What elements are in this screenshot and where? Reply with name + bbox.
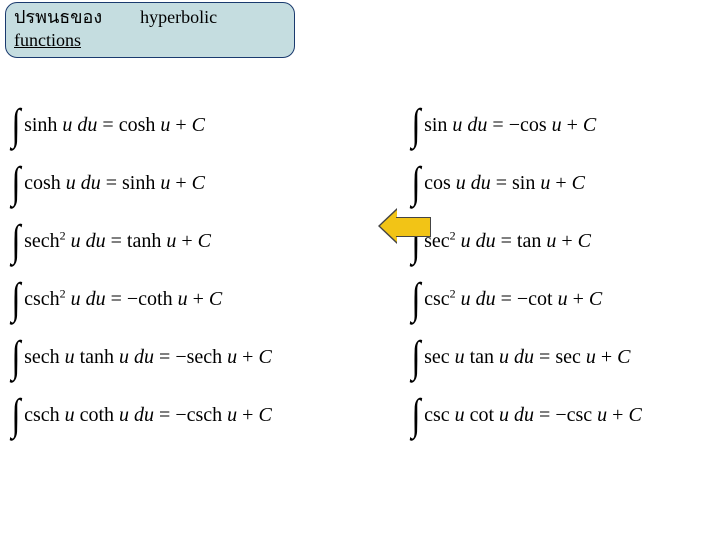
- right-formula: ∫ sec u tan u du = sec u + C: [410, 335, 710, 379]
- right-formula: ∫ csc u cot u du = −csc u + C: [410, 393, 710, 437]
- integral-icon: ∫: [12, 277, 21, 321]
- integral-icon: ∫: [12, 335, 21, 379]
- formula-row: ∫ csch2 u du = −coth u + C ∫ csc2 u du =…: [10, 270, 710, 328]
- formula-text: csc u cot u du = −csc u + C: [424, 404, 642, 427]
- formula-text: sec2 u du = tan u + C: [424, 230, 591, 253]
- formulas-area: ∫ sinh u du = cosh u + C ∫ sin u du = −c…: [10, 96, 710, 444]
- right-formula: ∫ sin u du = −cos u + C: [410, 103, 710, 147]
- formula-row: ∫ cosh u du = sinh u + C ∫ cos u du = si…: [10, 154, 710, 212]
- formula-text: sinh u du = cosh u + C: [24, 114, 205, 137]
- formula-text: csc2 u du = −cot u + C: [424, 288, 602, 311]
- left-formula: ∫ cosh u du = sinh u + C: [10, 161, 410, 205]
- formula-text: cosh u du = sinh u + C: [24, 172, 205, 195]
- formula-text: sech u tanh u du = −sech u + C: [24, 346, 272, 369]
- left-formula: ∫ csch2 u du = −coth u + C: [10, 277, 410, 321]
- left-formula: ∫ sech u tanh u du = −sech u + C: [10, 335, 410, 379]
- formula-text: sec u tan u du = sec u + C: [424, 346, 630, 369]
- formula-text: csch u coth u du = −csch u + C: [24, 404, 272, 427]
- left-formula: ∫ sinh u du = cosh u + C: [10, 103, 410, 147]
- right-formula: ∫ csc2 u du = −cot u + C: [410, 277, 710, 321]
- integral-icon: ∫: [12, 103, 21, 147]
- title-line1: ปรพนธของ hyperbolic: [14, 5, 286, 29]
- right-formula: ∫ sec2 u du = tan u + C: [410, 219, 710, 263]
- formula-text: cos u du = sin u + C: [424, 172, 585, 195]
- left-arrow-icon: [378, 208, 430, 244]
- integral-icon: ∫: [412, 335, 421, 379]
- left-formula: ∫ sech2 u du = tanh u + C: [10, 219, 410, 263]
- integral-icon: ∫: [412, 393, 421, 437]
- integral-icon: ∫: [12, 161, 21, 205]
- formula-row: ∫ sinh u du = cosh u + C ∫ sin u du = −c…: [10, 96, 710, 154]
- formula-text: sech2 u du = tanh u + C: [24, 230, 211, 253]
- formula-text: csch2 u du = −coth u + C: [24, 288, 222, 311]
- title-line2: functions: [14, 29, 286, 51]
- title-eng: hyperbolic: [140, 7, 217, 27]
- integral-icon: ∫: [412, 103, 421, 147]
- formula-text: sin u du = −cos u + C: [424, 114, 596, 137]
- integral-icon: ∫: [12, 219, 21, 263]
- integral-icon: ∫: [412, 161, 421, 205]
- title-thai: ปรพนธของ: [14, 7, 102, 27]
- right-formula: ∫ cos u du = sin u + C: [410, 161, 710, 205]
- formula-row: ∫ csch u coth u du = −csch u + C ∫ csc u…: [10, 386, 710, 444]
- left-formula: ∫ csch u coth u du = −csch u + C: [10, 393, 410, 437]
- title-box: ปรพนธของ hyperbolic functions: [5, 2, 295, 58]
- integral-icon: ∫: [12, 393, 21, 437]
- formula-row: ∫ sech2 u du = tanh u + C ∫ sec2 u du = …: [10, 212, 710, 270]
- integral-icon: ∫: [412, 277, 421, 321]
- formula-row: ∫ sech u tanh u du = −sech u + C ∫ sec u…: [10, 328, 710, 386]
